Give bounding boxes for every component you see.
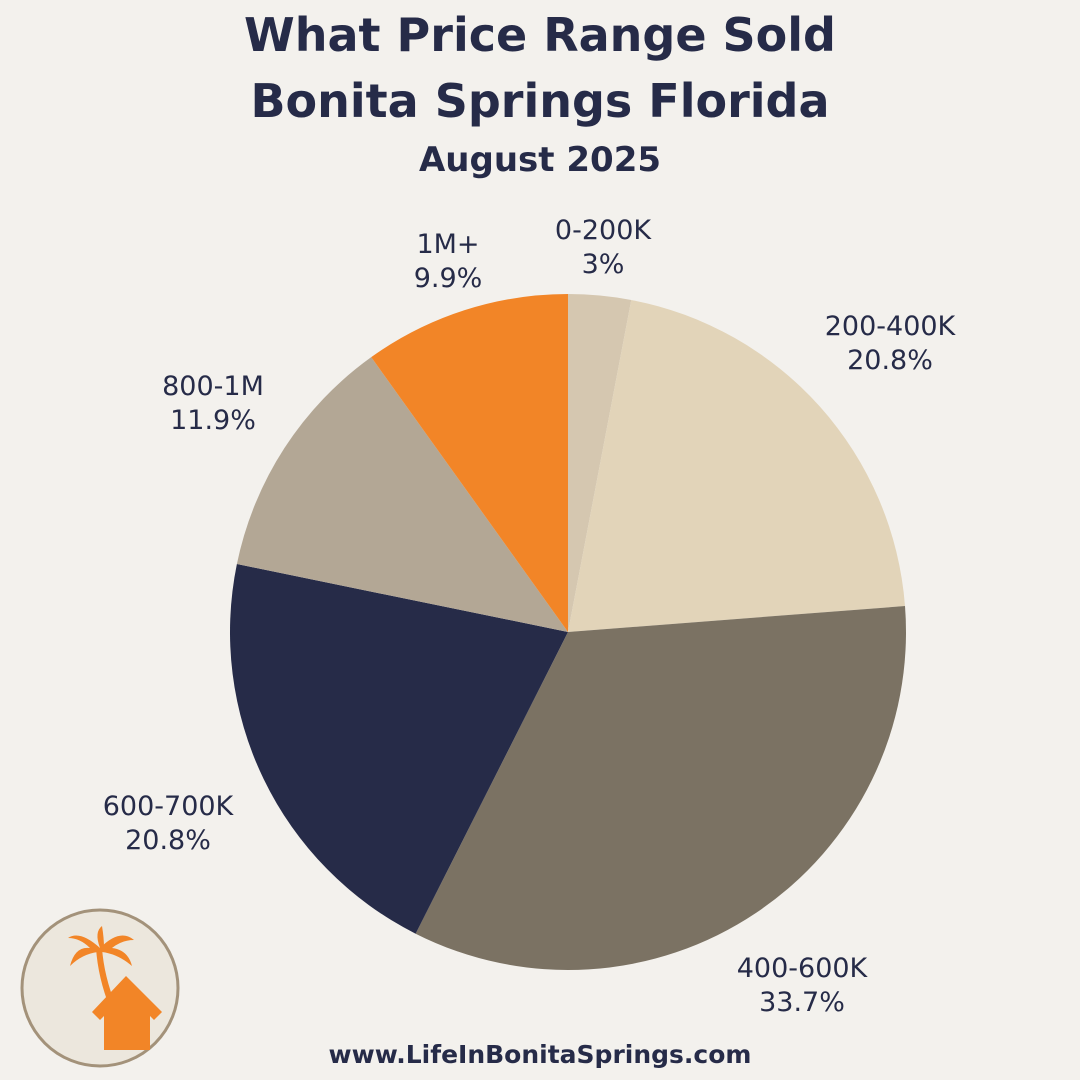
label-800-1m: 800-1M 11.9% — [162, 371, 264, 436]
label-400-600k: 400-600K 33.7% — [736, 953, 868, 1018]
chart-title-line2: Bonita Springs Florida — [250, 74, 830, 128]
pie-slice-400-600k — [415, 606, 906, 970]
label-0-200k: 0-200K 3% — [554, 215, 652, 280]
pie-slice-200-400k — [568, 299, 906, 632]
label-200-400k: 200-400K 20.8% — [824, 311, 956, 376]
pie-slice-800-1m — [236, 357, 568, 632]
pie-slice-600-700k — [229, 564, 569, 934]
chart-subtitle: August 2025 — [418, 140, 662, 180]
pie-slice-0-200k — [568, 294, 632, 632]
label-1m-plus: 1M+ 9.9% — [413, 229, 483, 294]
website-url[interactable]: www.LifeInBonitaSprings.com — [328, 1040, 752, 1069]
pie-slice-1m- — [371, 294, 568, 632]
label-600-700k: 600-700K 20.8% — [102, 791, 234, 856]
chart-title-line1: What Price Range Sold — [244, 8, 836, 62]
palm-tree-house-icon — [20, 908, 180, 1068]
